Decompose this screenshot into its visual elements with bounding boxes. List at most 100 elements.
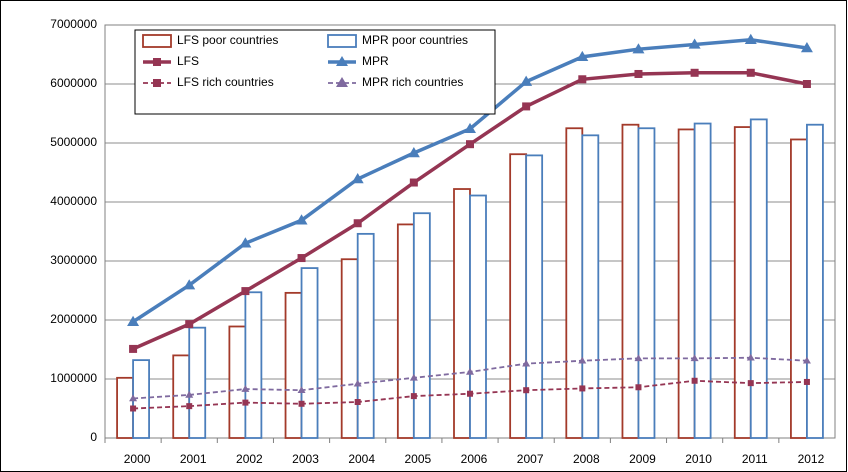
line-marker — [800, 42, 813, 53]
legend-label: LFS — [177, 54, 199, 68]
y-tick-label: 4000000 — [50, 194, 97, 208]
line-marker — [407, 147, 420, 158]
line-marker — [690, 68, 699, 77]
line-marker — [467, 390, 473, 397]
line-marker — [129, 344, 138, 353]
line-marker — [127, 315, 140, 326]
line-marker — [688, 38, 701, 49]
bar — [733, 126, 752, 439]
line-marker — [353, 379, 362, 387]
line-marker — [691, 377, 698, 384]
y-tick-label: 7000000 — [50, 17, 97, 31]
bar — [469, 194, 487, 439]
line-marker — [295, 214, 308, 225]
bar — [412, 212, 431, 439]
line-marker — [185, 390, 194, 398]
line-marker — [747, 380, 754, 387]
line-marker — [634, 354, 643, 362]
x-tick-label: 2008 — [573, 452, 600, 466]
y-tick-label: 1000000 — [50, 371, 97, 385]
legend-marker — [336, 77, 348, 87]
line-marker — [353, 219, 362, 228]
bar — [188, 326, 207, 439]
line-marker — [520, 75, 533, 86]
legend-label: LFS rich countries — [177, 75, 274, 89]
bar — [677, 128, 696, 439]
line-marker — [297, 386, 306, 394]
line-marker — [409, 373, 418, 381]
line-marker — [466, 140, 474, 149]
bar — [228, 325, 247, 439]
bar — [244, 291, 263, 439]
line-marker — [354, 399, 361, 406]
bar — [300, 267, 319, 439]
line-marker — [466, 367, 474, 375]
legend-box — [134, 29, 496, 115]
line-marker — [634, 69, 643, 78]
legend-label: LFS poor countries — [177, 33, 278, 47]
line-marker — [239, 237, 252, 248]
legend-swatch — [142, 34, 172, 48]
x-tick-label: 2011 — [742, 452, 768, 466]
x-tick-label: 2012 — [798, 452, 825, 466]
line-marker — [744, 33, 757, 44]
line-marker — [242, 399, 249, 406]
line-marker — [746, 68, 755, 77]
bar — [340, 258, 359, 439]
line-marker — [130, 405, 137, 412]
bar — [790, 138, 808, 439]
line-marker — [690, 354, 699, 362]
y-tick-label: 0 — [90, 430, 97, 444]
x-tick-label: 2001 — [180, 452, 207, 466]
legend-marker — [336, 56, 348, 66]
line-marker — [410, 393, 417, 400]
line-marker — [183, 279, 196, 290]
line-marker — [522, 102, 531, 111]
x-tick-label: 2009 — [629, 452, 656, 466]
x-tick-label: 2003 — [292, 452, 319, 466]
bar — [284, 291, 303, 439]
bar — [637, 127, 656, 439]
legend-label: MPR — [362, 54, 389, 68]
bar — [581, 134, 600, 439]
x-tick-label: 2006 — [461, 452, 488, 466]
bar — [356, 232, 375, 439]
line-marker — [803, 378, 810, 385]
bar — [396, 223, 415, 439]
y-tick-label: 6000000 — [50, 76, 97, 90]
line-marker — [635, 384, 642, 391]
bar — [693, 122, 712, 439]
line-marker — [409, 178, 418, 187]
legend-swatch — [327, 34, 357, 48]
legend-marker — [153, 58, 161, 66]
bar — [565, 127, 584, 439]
bar — [525, 154, 544, 439]
x-tick-label: 2004 — [348, 452, 375, 466]
x-tick-label: 2010 — [685, 452, 712, 466]
line-marker — [186, 403, 193, 410]
line-marker — [632, 43, 645, 54]
bar — [621, 123, 640, 439]
line-marker — [802, 356, 811, 364]
line-marker — [129, 394, 138, 402]
y-tick-label: 5000000 — [50, 135, 97, 149]
line-marker — [576, 50, 589, 62]
line-marker — [241, 287, 250, 296]
line-marker — [464, 122, 476, 134]
y-tick-label: 2000000 — [50, 312, 97, 326]
line-marker — [578, 75, 587, 84]
line-marker — [185, 320, 194, 329]
x-tick-label: 2000 — [124, 452, 151, 466]
line-marker — [578, 356, 587, 364]
line-marker — [579, 385, 586, 392]
bar — [453, 188, 471, 439]
legend-label: MPR poor countries — [362, 33, 468, 47]
line-marker — [802, 80, 811, 88]
legend-marker — [153, 79, 161, 87]
x-tick-label: 2007 — [517, 452, 544, 466]
line-marker — [298, 400, 305, 407]
line-marker — [351, 172, 364, 184]
line-marker — [297, 254, 306, 263]
bar — [509, 153, 528, 439]
